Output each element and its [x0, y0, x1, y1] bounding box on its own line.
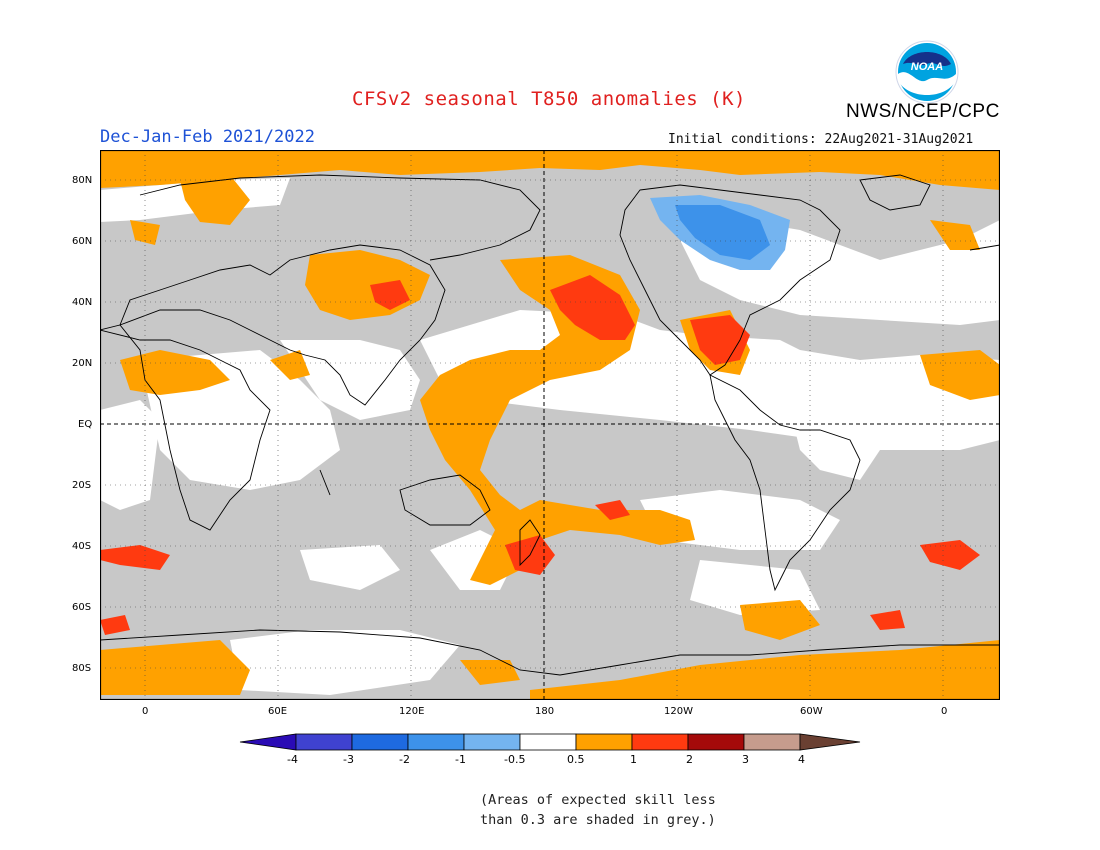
skill-note-line1: (Areas of expected skill less — [480, 792, 716, 808]
organization-label: NWS/NCEP/CPC — [846, 101, 1000, 122]
colorbar-label: -3 — [343, 753, 354, 766]
colorbar — [239, 733, 861, 751]
colorbar-swatch — [295, 733, 353, 751]
colorbar-swatch — [351, 733, 409, 751]
colorbar-label: 0.5 — [567, 753, 585, 766]
lat-label: EQ — [78, 419, 93, 430]
colorbar-label: 1 — [630, 753, 637, 766]
colorbar-label: -2 — [399, 753, 410, 766]
lon-label: 120E — [399, 706, 425, 717]
lat-label: 60S — [72, 602, 92, 613]
skill-note-line2: than 0.3 are shaded in grey.) — [480, 812, 716, 828]
season-period-label: Dec-Jan-Feb 2021/2022 — [100, 127, 315, 147]
lat-label: 40N — [72, 297, 93, 308]
colorbar-swatch — [743, 733, 801, 751]
lat-label: 20N — [72, 358, 93, 369]
red-regions — [100, 275, 980, 635]
colorbar-swatch — [687, 733, 745, 751]
noaa-logo: NOAA — [895, 40, 959, 104]
blue-regions — [650, 195, 790, 270]
colorbar-label: 2 — [686, 753, 693, 766]
lon-label: 0 — [142, 706, 149, 717]
lon-label: 120W — [664, 706, 693, 717]
lon-label: 0 — [941, 706, 948, 717]
colorbar-label: -0.5 — [504, 753, 526, 766]
colorbar-swatch — [519, 733, 577, 751]
logo-text: NOAA — [911, 61, 943, 73]
lon-label: 60W — [800, 706, 823, 717]
colorbar-swatch — [463, 733, 521, 751]
colorbar-label: -4 — [287, 753, 298, 766]
lat-label: 60N — [72, 236, 93, 247]
lat-label: 80N — [72, 175, 93, 186]
colorbar-label: -1 — [455, 753, 466, 766]
colorbar-swatch — [239, 733, 297, 751]
colorbar-swatch — [799, 733, 861, 751]
lat-label: 20S — [72, 480, 92, 491]
map-title: CFSv2 seasonal T850 anomalies (K) — [352, 88, 746, 110]
lon-label: 180 — [535, 706, 555, 717]
lat-label: 80S — [72, 663, 92, 674]
graticule — [100, 150, 1000, 700]
colorbar-label: 3 — [742, 753, 749, 766]
lat-label: 40S — [72, 541, 92, 552]
anomaly-map — [100, 150, 1000, 700]
colorbar-label: 4 — [798, 753, 805, 766]
main-axes — [100, 150, 1000, 700]
colorbar-swatch — [631, 733, 689, 751]
lon-label: 60E — [268, 706, 288, 717]
colorbar-swatch — [407, 733, 465, 751]
colorbar-swatch — [575, 733, 633, 751]
initial-conditions-label: Initial conditions: 22Aug2021-31Aug2021 — [668, 132, 974, 147]
coastlines — [100, 174, 1000, 676]
